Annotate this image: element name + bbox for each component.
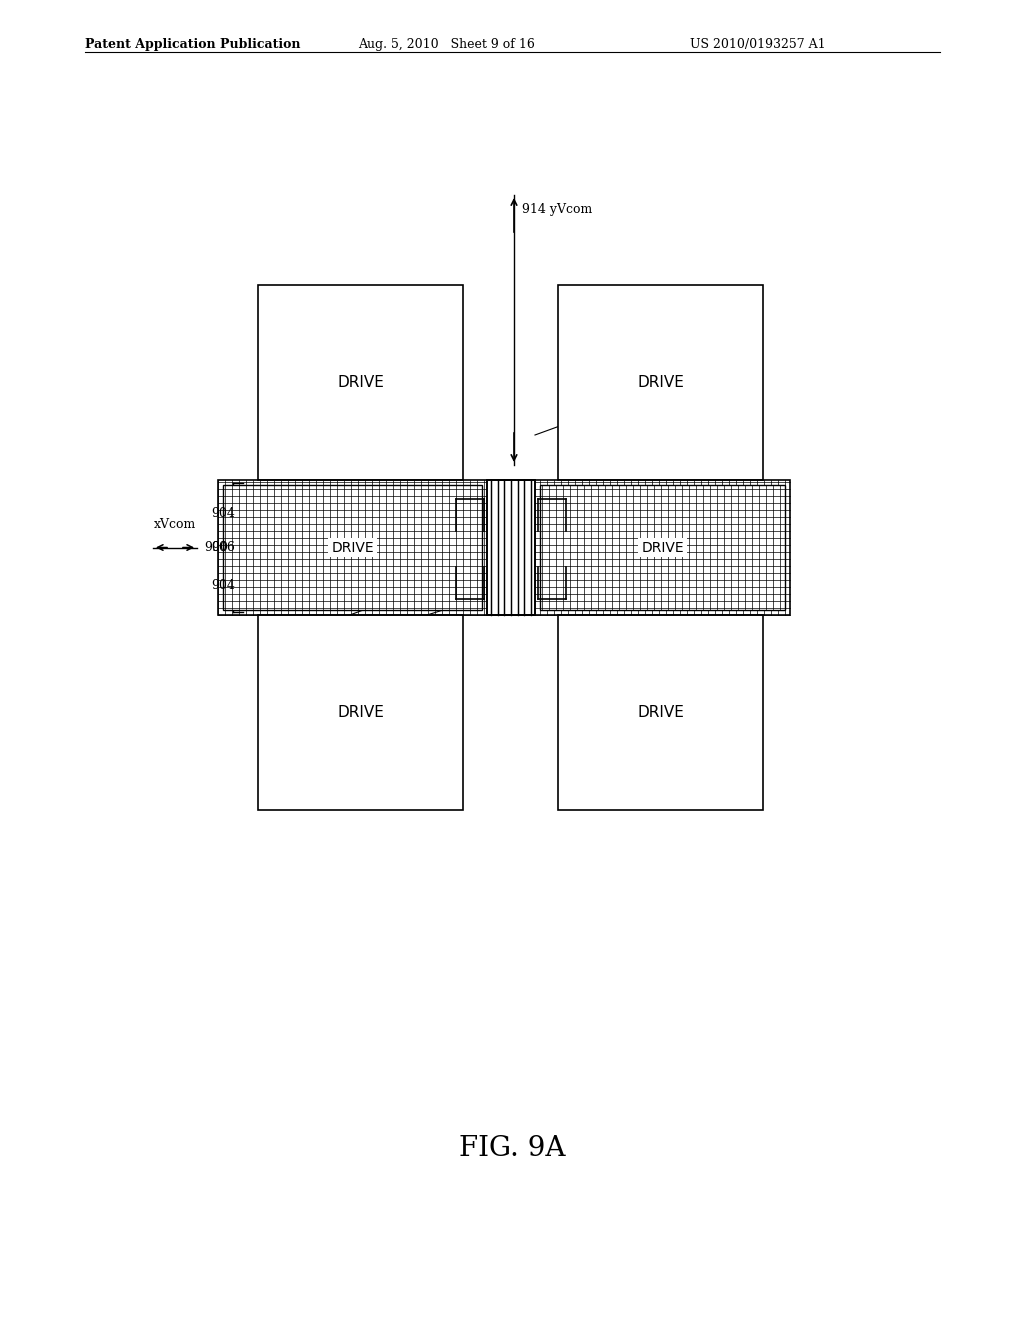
Text: 906: 906	[211, 541, 234, 554]
Text: Aug. 5, 2010   Sheet 9 of 16: Aug. 5, 2010 Sheet 9 of 16	[358, 38, 535, 51]
Text: 912: 912	[592, 408, 615, 421]
Bar	[487, 480, 535, 615]
Bar	[258, 615, 463, 810]
Text: DRIVE: DRIVE	[337, 705, 384, 719]
Text: DRIVE: DRIVE	[641, 540, 684, 554]
Text: 904: 904	[211, 578, 234, 591]
Text: US 2010/0193257 A1: US 2010/0193257 A1	[690, 38, 825, 51]
Text: DRIVE: DRIVE	[331, 540, 374, 554]
Text: DRIVE: DRIVE	[637, 375, 684, 389]
Text: 900: 900	[204, 541, 228, 554]
Text: 914 yVcom: 914 yVcom	[522, 203, 592, 216]
Text: FIG. 9A: FIG. 9A	[459, 1135, 565, 1162]
Text: xVcom: xVcom	[154, 519, 197, 532]
Text: DRIVE: DRIVE	[637, 705, 684, 719]
Bar	[558, 285, 763, 480]
Bar	[218, 480, 790, 615]
Text: Patent Application Publication: Patent Application Publication	[85, 38, 300, 51]
Bar	[258, 285, 463, 480]
Bar	[223, 484, 482, 610]
Text: 908: 908	[286, 644, 310, 656]
Text: DRIVE: DRIVE	[337, 375, 384, 389]
Bar	[540, 484, 785, 610]
Bar	[487, 480, 535, 615]
Bar	[558, 615, 763, 810]
Text: 910: 910	[286, 627, 310, 639]
Bar	[487, 480, 535, 615]
Text: 904: 904	[211, 507, 234, 520]
